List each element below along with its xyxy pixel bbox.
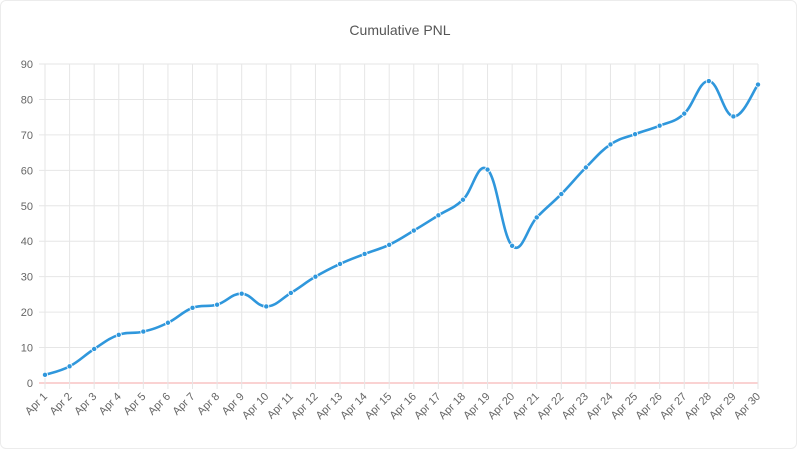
data-point[interactable] [459, 196, 466, 203]
x-tick-label: Apr 26 [633, 391, 664, 422]
data-point[interactable] [730, 113, 737, 120]
x-tick-label: Apr 21 [510, 391, 541, 422]
y-tick-label: 0 [27, 378, 33, 390]
y-tick-label: 90 [21, 59, 33, 71]
y-tick-label: 80 [21, 94, 33, 106]
x-tick-label: Apr 12 [289, 391, 320, 422]
data-point[interactable] [214, 301, 221, 308]
data-point[interactable] [287, 289, 294, 296]
x-tick-label: Apr 1 [23, 391, 50, 418]
series-line [43, 79, 760, 377]
data-point[interactable] [140, 328, 147, 335]
data-point[interactable] [386, 241, 393, 248]
data-point[interactable] [755, 81, 762, 88]
x-tick-label: Apr 22 [535, 391, 566, 422]
x-tick-label: Apr 2 [48, 391, 75, 418]
data-point[interactable] [656, 122, 663, 129]
y-tick-label: 40 [21, 236, 33, 248]
grid-layer [39, 63, 759, 389]
x-tick-label: Apr 17 [412, 391, 443, 422]
x-tick-label: Apr 28 [683, 391, 714, 422]
data-point[interactable] [312, 273, 319, 280]
x-tick-label: Apr 13 [314, 391, 345, 422]
data-point[interactable] [115, 331, 122, 338]
data-point[interactable] [681, 110, 688, 117]
data-point[interactable] [533, 214, 540, 221]
x-tick-label: Apr 20 [486, 391, 517, 422]
data-point[interactable] [263, 303, 270, 310]
x-tick-label: Apr 4 [97, 391, 124, 418]
chart-title: Cumulative PNL [349, 22, 451, 38]
y-tick-label: 60 [21, 165, 33, 177]
data-point[interactable] [410, 227, 417, 234]
y-tick-label: 70 [21, 130, 33, 142]
x-tick-label: Apr 8 [195, 391, 222, 418]
x-tick-label: Apr 29 [707, 391, 738, 422]
data-point[interactable] [164, 319, 171, 326]
x-tick-label: Apr 16 [388, 391, 419, 422]
data-point[interactable] [607, 141, 614, 148]
data-point[interactable] [484, 166, 491, 173]
x-tick-label: Apr 7 [171, 391, 198, 418]
data-point[interactable] [238, 290, 245, 297]
x-tick-label: Apr 23 [560, 391, 591, 422]
data-point[interactable] [558, 191, 565, 198]
x-tick-label: Apr 6 [146, 391, 173, 418]
data-point[interactable] [189, 304, 196, 311]
x-tick-label: Apr 25 [609, 391, 640, 422]
x-tick-label: Apr 19 [461, 391, 492, 422]
x-tick-label: Apr 14 [338, 391, 369, 422]
y-tick-label: 30 [21, 272, 33, 284]
series-layer [43, 79, 760, 377]
x-tick-label: Apr 24 [584, 391, 615, 422]
data-point[interactable] [582, 164, 589, 171]
points-layer [42, 78, 762, 378]
x-tick-label: Apr 15 [363, 391, 394, 422]
data-point[interactable] [632, 131, 639, 138]
data-point[interactable] [509, 242, 516, 249]
data-point[interactable] [361, 250, 368, 257]
x-tick-label: Apr 27 [658, 391, 689, 422]
data-point[interactable] [705, 78, 712, 85]
y-tick-label: 10 [21, 343, 33, 355]
data-point[interactable] [337, 260, 344, 267]
x-tick-label: Apr 5 [121, 391, 148, 418]
y-tick-label: 20 [21, 307, 33, 319]
x-tick-label: Apr 18 [437, 391, 468, 422]
data-point[interactable] [42, 371, 49, 378]
x-tick-label: Apr 10 [240, 391, 271, 422]
x-tick-label: Apr 30 [732, 391, 763, 422]
data-point[interactable] [66, 363, 73, 370]
data-point[interactable] [435, 212, 442, 219]
y-tick-label: 50 [21, 201, 33, 213]
data-point[interactable] [91, 345, 98, 352]
x-tick-label: Apr 3 [72, 391, 99, 418]
